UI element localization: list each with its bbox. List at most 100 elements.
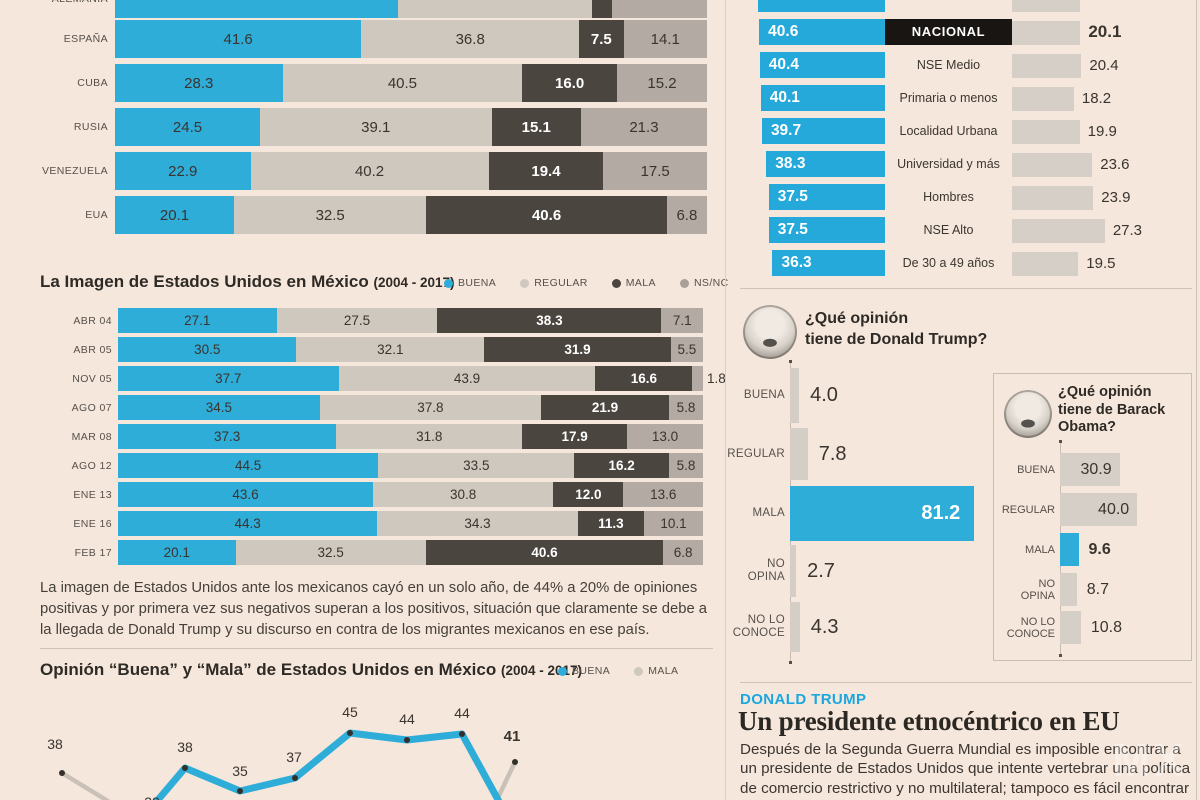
- blue-bar: 37.5: [768, 217, 885, 243]
- chart2-row: ABR 04 27.1 27.5 38.3 7.1: [40, 308, 703, 333]
- stacked-bar: 20.1 32.5 40.6 6.8: [115, 196, 707, 234]
- segment-regular: 36.8: [361, 20, 580, 58]
- segment-mala: 16.2: [574, 453, 670, 478]
- right-divider-top: [740, 288, 1192, 289]
- gray-bar: [1012, 152, 1093, 177]
- segment-regular: 40.2: [250, 152, 489, 190]
- segment-nsnc: 5.5: [670, 337, 703, 362]
- watermark: MX: [1112, 734, 1187, 786]
- demo-row: 40.4 NSE Medio 20.4: [730, 52, 1195, 78]
- segment-mala: 38.3: [437, 308, 662, 333]
- column-divider: [725, 0, 726, 800]
- demo-label: NSE Alto: [923, 223, 974, 237]
- segment-mala: 17.9: [522, 424, 627, 449]
- gray-bar: [1012, 86, 1074, 111]
- legend-item-regular: REGULAR: [520, 277, 588, 289]
- segment-mala: 11.3: [577, 511, 644, 536]
- segment-buena: [115, 0, 398, 18]
- segment-mala: 40.6: [426, 196, 667, 234]
- segment-buena: 37.3: [118, 424, 337, 449]
- gray-bar: [1012, 218, 1105, 243]
- gray-bar: [790, 545, 797, 597]
- demo-label: Universidad y más: [897, 157, 1000, 171]
- demo-row: 37.5 NSE Alto 27.3: [730, 217, 1195, 243]
- chart1-label: VENEZUELA: [41, 165, 108, 177]
- demo-label: Localidad Urbana: [899, 124, 998, 138]
- regular-dot-icon: [520, 278, 530, 288]
- nsnc-dot-icon: [679, 278, 689, 288]
- segment-buena: 20.1: [115, 196, 234, 234]
- stacked-bar: 37.3 31.8 17.9 13.0: [118, 424, 703, 449]
- data-point: [459, 731, 465, 737]
- legend-item-mala: MALA: [611, 277, 656, 289]
- chart2-row: MAR 08 37.3 31.8 17.9 13.0: [40, 424, 703, 449]
- segment-regular: 32.1: [296, 337, 485, 362]
- category-label: REGULAR: [727, 447, 785, 460]
- right-divider-bottom: [740, 682, 1192, 683]
- segment-regular: 37.8: [319, 395, 541, 420]
- data-point: [347, 730, 353, 736]
- segment-nsnc: [611, 0, 707, 18]
- segment-buena: 37.7: [118, 366, 339, 391]
- value-label: 7.8: [818, 442, 847, 465]
- stacked-bar: 44.5 33.5 16.2 5.8: [118, 453, 703, 478]
- chart1-label: RUSIA: [73, 121, 108, 133]
- demo-row: 36.3 De 30 a 49 años 19.5: [730, 250, 1195, 276]
- stacked-bar: 27.1 27.5 38.3 7.1: [118, 308, 703, 333]
- chart2-row: NOV 05 37.7 43.9 16.6 1.8: [40, 366, 726, 391]
- value-label: 4.3: [810, 615, 839, 638]
- gray-bar: [1012, 0, 1080, 12]
- segment-regular: [397, 0, 593, 18]
- segment-nsnc: 13.0: [626, 424, 703, 449]
- chart1-row-alemania: ALEMANIA: [40, 0, 707, 18]
- demo-label: Primaria o menos: [899, 91, 998, 105]
- point-label: 38: [47, 736, 63, 752]
- chart2-label: ABR 04: [73, 314, 112, 327]
- chart1-row-cuba: CUBA 28.3 40.5 16.0 15.2: [40, 64, 707, 102]
- segment-regular: 30.8: [373, 482, 554, 507]
- outside-value-label: 1.8: [707, 371, 726, 386]
- stacked-bar: 28.3 40.5 16.0 15.2: [115, 64, 707, 102]
- axis-tick: [789, 661, 792, 664]
- segment-regular: 32.5: [233, 196, 427, 234]
- mala-dot-icon: [611, 278, 621, 288]
- blue-bar: 37.5: [768, 184, 885, 210]
- chart2-row: AGO 12 44.5 33.5 16.2 5.8: [40, 453, 703, 478]
- gray-bar: [790, 602, 800, 652]
- segment-nsnc: [692, 366, 703, 391]
- opinion-line-chart: 38 32 38 35 37 45 44 44 41: [47, 704, 521, 800]
- point-label: 41: [504, 728, 521, 745]
- data-point: [182, 765, 188, 771]
- chart1-row-espana: ESPAÑA 41.6 36.8 7.5 14.1: [40, 20, 707, 58]
- buena-dot-icon: [558, 666, 567, 676]
- data-point: [59, 770, 65, 776]
- value-label: 9.6: [1088, 540, 1111, 558]
- mala-line-left: [59, 770, 111, 800]
- segment-regular: 32.5: [235, 540, 426, 565]
- point-label: 38: [177, 739, 193, 755]
- blue-bar: 36.3: [772, 250, 885, 276]
- chart1-label: CUBA: [77, 77, 108, 89]
- segment-buena: 22.9: [115, 152, 251, 190]
- blue-bar: 40.1: [760, 85, 885, 111]
- demo-label: De 30 a 49 años: [902, 256, 995, 270]
- buena-dot-icon: [444, 278, 453, 288]
- segment-buena: 44.3: [118, 511, 378, 536]
- chart2-label: AGO 12: [71, 459, 112, 472]
- gray-bar: 40.0: [1060, 493, 1138, 526]
- demo-value: 23.6: [1100, 155, 1130, 173]
- segment-buena: 28.3: [115, 64, 283, 102]
- legend-item-buena: BUENA: [558, 665, 610, 677]
- chart2-row: ENE 13 43.6 30.8 12.0 13.6: [40, 482, 704, 507]
- value-label: 2.7: [807, 559, 835, 582]
- analysis-paragraph: La imagen de Estados Unidos ante los mex…: [40, 580, 708, 638]
- segment-mala: [592, 0, 612, 18]
- trump-row-no-lo-conoce: NO LO CONOCE 4.3: [707, 602, 839, 652]
- demo-label: NSE Medio: [916, 58, 981, 72]
- demo-value: 20.1: [1088, 22, 1122, 41]
- buena-line: [153, 729, 503, 800]
- segment-regular: 43.9: [338, 366, 596, 391]
- segment-buena: 43.6: [118, 482, 374, 507]
- segment-regular: 34.3: [377, 511, 578, 536]
